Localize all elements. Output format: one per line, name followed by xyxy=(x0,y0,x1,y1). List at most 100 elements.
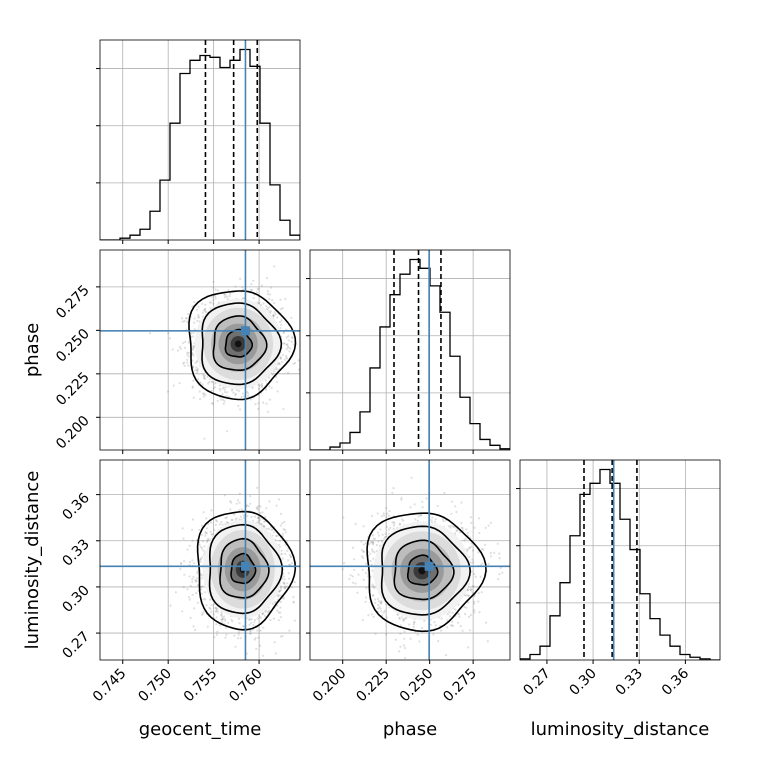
sample-point xyxy=(186,548,189,551)
sample-point xyxy=(261,613,264,616)
sample-point xyxy=(211,402,214,405)
sample-point xyxy=(257,402,260,405)
sample-point xyxy=(258,384,261,387)
sample-point xyxy=(201,302,204,305)
sample-point xyxy=(279,327,282,330)
sample-point xyxy=(289,556,293,559)
sample-point xyxy=(285,336,288,339)
sample-point xyxy=(198,543,201,546)
sample-point xyxy=(263,614,266,617)
sample-point xyxy=(257,387,260,391)
sample-point xyxy=(277,543,280,546)
sample-point xyxy=(268,297,271,301)
sample-point xyxy=(361,619,364,622)
sample-point xyxy=(202,549,205,552)
sample-point xyxy=(254,403,257,406)
sample-point xyxy=(302,564,304,566)
sample-point xyxy=(268,293,272,296)
sample-point xyxy=(195,592,198,595)
sample-point xyxy=(206,539,209,542)
sample-point xyxy=(277,619,280,622)
sample-point xyxy=(270,386,273,389)
sample-point xyxy=(187,596,191,599)
contour-line xyxy=(208,523,284,615)
sample-point xyxy=(261,382,264,385)
sample-point xyxy=(214,610,217,613)
sample-point xyxy=(268,500,271,503)
sample-point xyxy=(202,392,205,395)
sample-point xyxy=(202,598,205,601)
sample-point xyxy=(277,611,280,614)
sample-point xyxy=(242,625,245,628)
sample-point xyxy=(214,295,217,298)
sample-point xyxy=(293,619,296,622)
sample-point xyxy=(301,555,303,557)
sample-point xyxy=(178,382,181,385)
sample-point xyxy=(279,586,283,590)
sample-point xyxy=(196,570,199,573)
sample-point xyxy=(249,495,252,498)
sample-point xyxy=(201,540,204,543)
sample-point xyxy=(191,593,194,596)
sample-point xyxy=(259,644,262,647)
sample-point xyxy=(176,349,179,352)
sample-point xyxy=(265,402,268,405)
sample-point xyxy=(220,613,223,616)
sample-point xyxy=(272,314,275,317)
sample-point xyxy=(186,588,189,591)
sample-point xyxy=(193,317,196,320)
sample-point xyxy=(192,365,195,369)
sample-point xyxy=(264,379,267,382)
sample-point xyxy=(255,506,258,509)
contour-line xyxy=(230,552,257,585)
sample-point xyxy=(191,559,194,562)
sample-point xyxy=(279,356,283,359)
sample-point xyxy=(227,289,230,292)
sample-point xyxy=(364,600,367,603)
sample-point xyxy=(181,610,184,613)
sample-point xyxy=(215,607,218,610)
sample-point xyxy=(250,288,253,291)
sample-point xyxy=(200,577,203,580)
truth-marker xyxy=(240,326,250,336)
sample-point xyxy=(291,562,294,565)
sample-point xyxy=(199,398,202,401)
sample-point xyxy=(224,619,227,622)
sample-point xyxy=(204,393,207,396)
sample-point xyxy=(280,512,283,516)
sample-point xyxy=(215,633,219,636)
sample-point xyxy=(203,545,206,548)
sample-point xyxy=(249,629,252,632)
sample-point xyxy=(284,586,287,590)
sample-point xyxy=(301,347,303,349)
sample-point xyxy=(281,353,285,357)
sample-point xyxy=(200,588,203,591)
sample-point xyxy=(252,279,255,282)
sample-point xyxy=(271,373,274,376)
sample-point xyxy=(223,391,227,394)
sample-point xyxy=(286,582,289,585)
sample-point xyxy=(231,620,234,623)
sample-point xyxy=(196,601,199,604)
sample-point xyxy=(268,309,271,312)
sample-point xyxy=(226,391,229,394)
sample-point xyxy=(200,592,203,596)
sample-point xyxy=(265,388,268,391)
sample-point xyxy=(260,386,263,389)
sample-point xyxy=(274,313,277,316)
sample-point xyxy=(197,305,200,308)
sample-point xyxy=(209,598,212,601)
sample-point xyxy=(196,378,200,381)
sample-point xyxy=(303,313,305,315)
contour-line xyxy=(212,315,268,372)
sample-point xyxy=(284,297,287,301)
sample-point xyxy=(227,621,230,624)
sample-point xyxy=(209,521,212,524)
sample-point xyxy=(240,508,243,511)
sample-point xyxy=(262,654,265,657)
sample-point xyxy=(257,505,260,508)
sample-point xyxy=(172,384,175,387)
sample-point xyxy=(202,392,205,395)
sample-point xyxy=(200,613,204,616)
sample-point xyxy=(197,316,200,319)
